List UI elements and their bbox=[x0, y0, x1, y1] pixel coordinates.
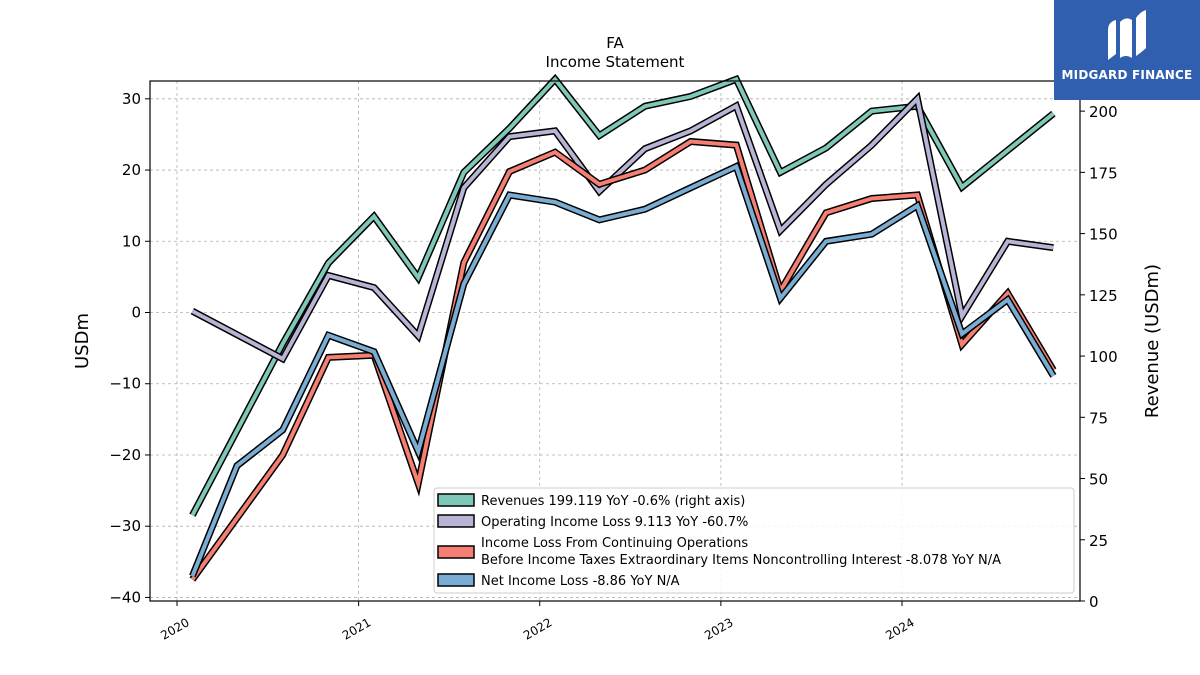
x-tick-label: 2021 bbox=[340, 615, 373, 642]
y-right-tick-label: 75 bbox=[1089, 409, 1108, 427]
y-left-tick-label: −20 bbox=[109, 446, 141, 464]
legend: Revenues 199.119 YoY -0.6% (right axis) … bbox=[433, 487, 1075, 594]
logo-text: MIDGARD FINANCE bbox=[1061, 68, 1193, 82]
legend-swatch-revenues bbox=[437, 493, 475, 507]
series-line-operating-income-loss bbox=[191, 94, 1054, 362]
legend-box bbox=[433, 487, 1075, 594]
y-right-tick-label: 125 bbox=[1089, 287, 1118, 305]
y-right-tick-label: 25 bbox=[1089, 532, 1108, 550]
legend-label-net-income: Net Income Loss -8.86 YoY N/A bbox=[481, 574, 680, 589]
legend-label-pretax-income-line1: Income Loss From Continuing Operations bbox=[481, 536, 748, 551]
y-left-tick-label: −40 bbox=[109, 588, 141, 606]
y-left-tick-label: 30 bbox=[122, 90, 141, 108]
y-axis-left-title: USDm bbox=[72, 313, 93, 369]
x-tick-label: 2023 bbox=[702, 615, 735, 642]
y-axis-right-title: Revenue (USDm) bbox=[1142, 264, 1163, 418]
series-lines bbox=[189, 73, 1057, 582]
y-right-tick-label: 0 bbox=[1089, 593, 1099, 611]
chart-subtitle: Income Statement bbox=[546, 53, 685, 71]
x-tick-label: 2022 bbox=[521, 615, 554, 642]
midgard-finance-logo: MIDGARD FINANCE bbox=[1054, 0, 1200, 100]
midgard-logo-icon bbox=[1108, 10, 1146, 60]
y-right-tick-label: 50 bbox=[1089, 471, 1108, 489]
y-right-tick-label: 175 bbox=[1089, 164, 1118, 182]
y-right-tick-label: 150 bbox=[1089, 226, 1118, 244]
x-tick-label: 2024 bbox=[883, 615, 916, 642]
chart-title: FA bbox=[606, 34, 624, 52]
legend-swatch-operating-income bbox=[437, 514, 475, 528]
legend-label-revenues: Revenues 199.119 YoY -0.6% (right axis) bbox=[481, 494, 745, 509]
y-right-tick-label: 200 bbox=[1089, 103, 1118, 121]
y-left-tick-label: 10 bbox=[122, 232, 141, 250]
plot-frame bbox=[149, 80, 1081, 602]
y-left-tick-label: −10 bbox=[109, 375, 141, 393]
legend-swatch-pretax-income bbox=[437, 545, 475, 559]
legend-swatch-net-income bbox=[437, 573, 475, 587]
series-line-net-income-loss bbox=[190, 163, 1056, 577]
legend-label-operating-income: Operating Income Loss 9.113 YoY -60.7% bbox=[481, 515, 748, 530]
legend-label-pretax-income-line2: Before Income Taxes Extraordinary Items … bbox=[481, 553, 1001, 568]
y-left-tick-label: 0 bbox=[131, 304, 141, 322]
y-left-tick-label: 20 bbox=[122, 161, 141, 179]
x-tick-label: 2020 bbox=[158, 615, 191, 642]
y-left-tick-label: −30 bbox=[109, 517, 141, 535]
grid bbox=[150, 81, 1080, 601]
y-right-tick-label: 100 bbox=[1089, 348, 1118, 366]
